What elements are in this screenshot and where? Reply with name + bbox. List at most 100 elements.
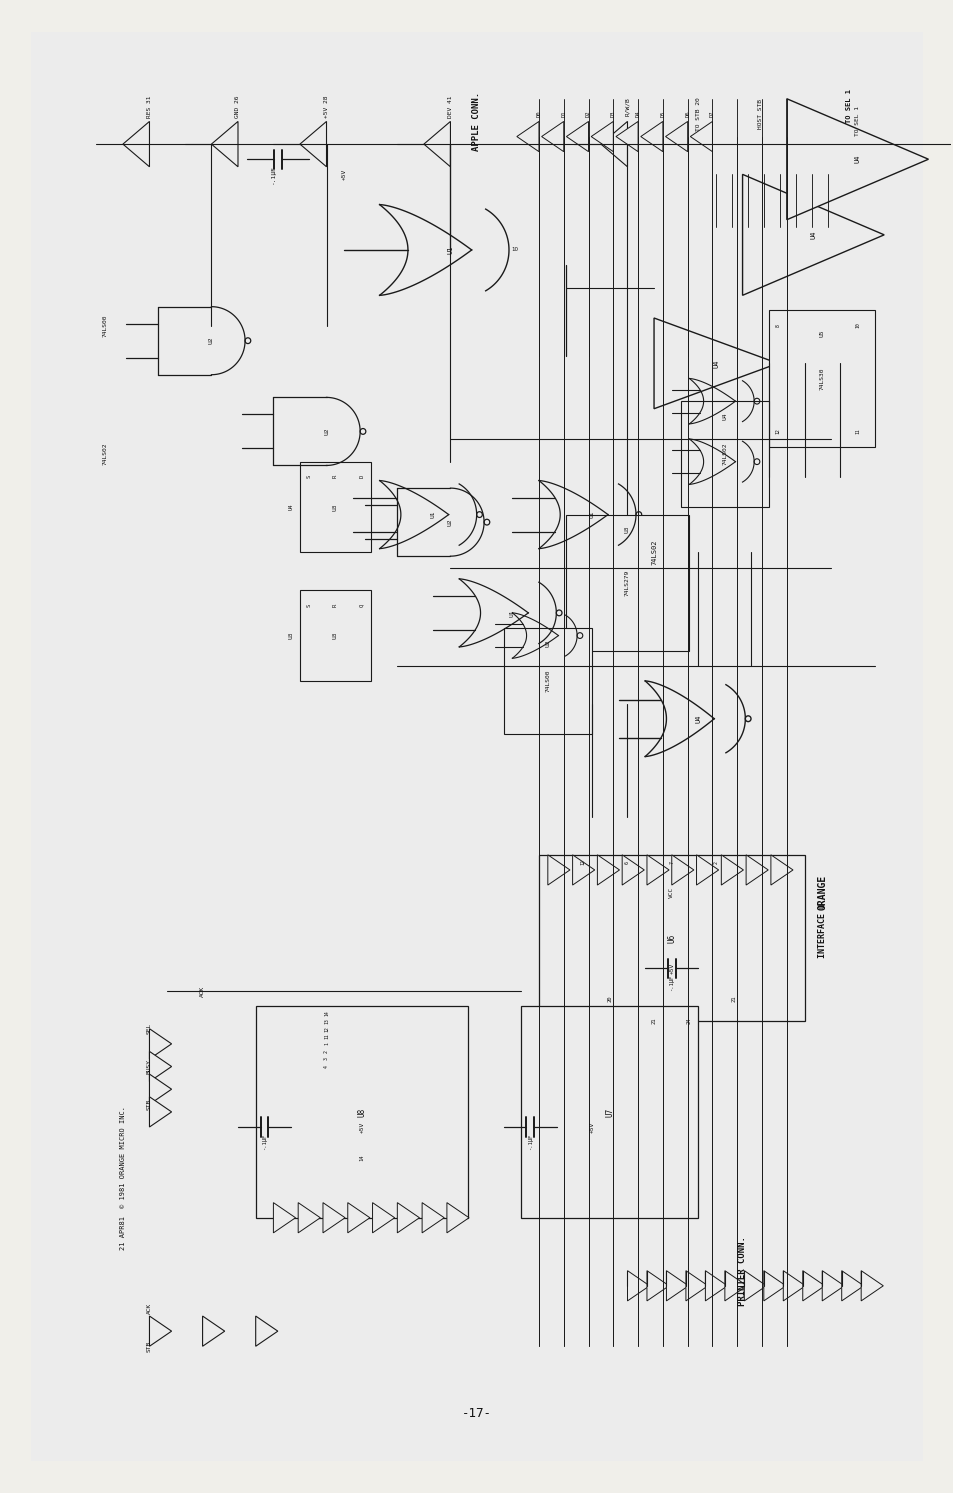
Polygon shape [861, 1271, 882, 1300]
Text: U4: U4 [712, 360, 719, 367]
Polygon shape [202, 1315, 225, 1347]
Text: ORANGE: ORANGE [817, 875, 826, 911]
Text: STB: STB [147, 1341, 152, 1351]
Polygon shape [547, 855, 569, 885]
Text: 11: 11 [324, 1033, 329, 1039]
Polygon shape [690, 121, 712, 152]
Text: D5: D5 [659, 110, 664, 116]
Polygon shape [591, 121, 613, 152]
Text: 6: 6 [624, 861, 629, 864]
Text: -17-: -17- [461, 1406, 492, 1420]
Text: 14: 14 [324, 1011, 329, 1017]
Bar [520, 1006, 698, 1218]
Text: D: D [359, 475, 364, 478]
Text: INTERFACE ®: INTERFACE ® [817, 903, 826, 959]
Text: 74LS00: 74LS00 [103, 315, 108, 337]
Text: STB: STB [147, 1099, 152, 1109]
Polygon shape [541, 121, 563, 152]
Polygon shape [627, 1271, 649, 1300]
Text: U1: U1 [430, 511, 435, 518]
Polygon shape [782, 1271, 804, 1300]
Bar [768, 311, 875, 446]
Text: 1: 1 [324, 1042, 329, 1045]
Polygon shape [323, 1203, 345, 1233]
Text: U4: U4 [854, 155, 860, 163]
Polygon shape [745, 855, 767, 885]
Text: 74LS02: 74LS02 [650, 539, 657, 566]
Text: 4: 4 [324, 1065, 329, 1067]
Text: 2: 2 [324, 1050, 329, 1053]
Polygon shape [517, 121, 538, 152]
Polygon shape [423, 121, 450, 167]
Text: D4: D4 [635, 110, 639, 116]
Text: U4: U4 [289, 503, 294, 511]
Bar [299, 590, 371, 681]
Text: HOST STB: HOST STB [757, 99, 762, 128]
Text: 10: 10 [854, 322, 860, 328]
Polygon shape [597, 855, 618, 885]
Polygon shape [646, 1271, 668, 1300]
Polygon shape [298, 1203, 320, 1233]
Polygon shape [150, 1029, 172, 1059]
Text: © 1981 ORANGE MICRO INC.: © 1981 ORANGE MICRO INC. [120, 1106, 126, 1208]
Bar [565, 515, 689, 651]
Polygon shape [600, 121, 627, 167]
Polygon shape [348, 1203, 370, 1233]
Text: U8: U8 [357, 1108, 366, 1117]
Polygon shape [704, 1271, 727, 1300]
Text: APPLE CONN.: APPLE CONN. [472, 93, 481, 151]
Polygon shape [616, 121, 638, 152]
Polygon shape [150, 1097, 172, 1127]
Text: 7: 7 [669, 861, 674, 864]
Polygon shape [770, 855, 792, 885]
Text: U1: U1 [509, 609, 515, 617]
Polygon shape [786, 99, 927, 219]
Text: 24: 24 [686, 1018, 691, 1024]
Text: -.1μF: -.1μF [527, 1135, 532, 1150]
Polygon shape [274, 1203, 295, 1233]
Polygon shape [212, 121, 237, 167]
Text: U7: U7 [604, 1108, 614, 1117]
Polygon shape [671, 855, 693, 885]
Polygon shape [421, 1203, 444, 1233]
Text: -.1μF: -.1μF [262, 1135, 267, 1150]
Polygon shape [841, 1271, 862, 1300]
Text: S: S [306, 603, 311, 608]
Text: -.1μF: -.1μF [271, 164, 275, 184]
Text: 74LS02: 74LS02 [103, 443, 108, 466]
Polygon shape [720, 855, 742, 885]
Polygon shape [446, 1203, 469, 1233]
Polygon shape [685, 1271, 707, 1300]
Polygon shape [696, 855, 718, 885]
Text: 21: 21 [651, 1018, 656, 1024]
Bar [503, 629, 592, 735]
Polygon shape [150, 1051, 172, 1081]
Polygon shape [724, 1271, 746, 1300]
Text: D7: D7 [709, 110, 714, 116]
Text: D1: D1 [560, 110, 566, 116]
Text: 2: 2 [713, 861, 718, 864]
Text: U2: U2 [545, 639, 550, 646]
Text: 21: 21 [730, 996, 736, 1002]
Text: U3: U3 [333, 503, 337, 511]
Text: ACK: ACK [147, 1303, 152, 1314]
Bar [299, 461, 371, 552]
Text: 12: 12 [324, 1026, 329, 1032]
Polygon shape [150, 1315, 172, 1347]
Text: SEL: SEL [147, 1023, 152, 1035]
Polygon shape [821, 1271, 843, 1300]
Polygon shape [741, 175, 883, 296]
Text: U6: U6 [666, 933, 676, 942]
Text: U5: U5 [819, 330, 824, 337]
Text: 20: 20 [607, 996, 612, 1002]
Text: U3: U3 [624, 526, 629, 533]
Polygon shape [123, 121, 150, 167]
Text: 21 APR81: 21 APR81 [120, 1215, 126, 1250]
Text: D0: D0 [536, 110, 541, 116]
Text: U4: U4 [809, 230, 816, 239]
Polygon shape [566, 121, 588, 152]
Text: U3: U3 [333, 632, 337, 639]
Bar [255, 1006, 468, 1218]
Text: 74LS30: 74LS30 [819, 367, 824, 390]
Text: VCC: VCC [669, 887, 674, 899]
